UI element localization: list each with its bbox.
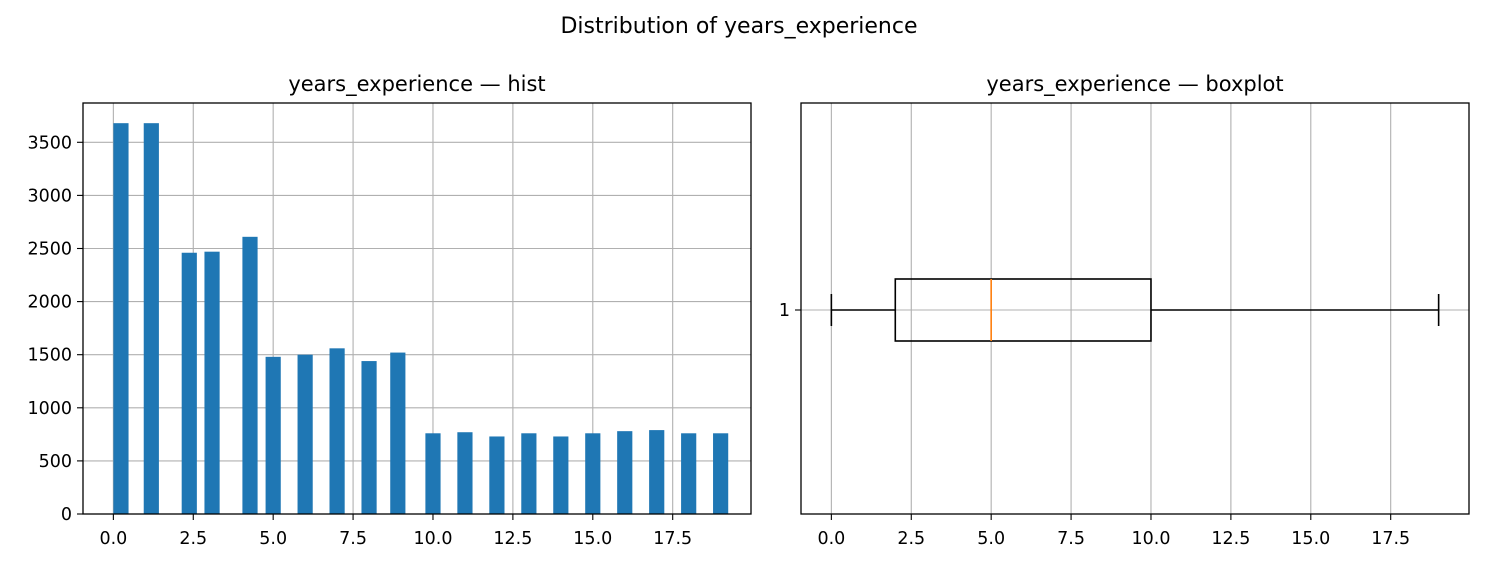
histogram-bar xyxy=(585,433,601,514)
histogram-bar xyxy=(489,436,505,514)
histogram-bar xyxy=(361,361,377,514)
histogram-y-tick-label: 3000 xyxy=(27,186,72,206)
boxplot-axes: 0.0 2.5 5.0 7.5 10.0 12.5 15.0 17.5 1 years_exp… xyxy=(779,72,1470,549)
histogram-title: years_experience — hist xyxy=(288,72,545,97)
histogram-x-tick-label: 5.0 xyxy=(259,529,287,549)
histogram-x-ticks: 0.0 2.5 5.0 7.5 10.0 12.5 15.0 17.5 xyxy=(99,514,692,549)
boxplot-x-tick-label: 17.5 xyxy=(1371,529,1410,549)
boxplot-x-tick-label: 15.0 xyxy=(1291,529,1330,549)
boxplot-frame xyxy=(800,102,1470,515)
histogram-bar xyxy=(242,236,258,514)
boxplot-y-ticks: 1 xyxy=(779,301,801,321)
boxplot-x-tick-label: 12.5 xyxy=(1211,529,1250,549)
boxplot-grid xyxy=(801,103,1469,514)
histogram-bar xyxy=(681,433,697,514)
histogram-x-tick-label: 10.0 xyxy=(413,529,452,549)
histogram-axes: 0.0 2.5 5.0 7.5 10.0 12.5 15.0 17.5 0 500 1000 150… xyxy=(27,72,752,549)
boxplot-x-tick-label: 7.5 xyxy=(1057,529,1085,549)
histogram-bar xyxy=(329,348,345,514)
boxplot-x-tick-label: 10.0 xyxy=(1131,529,1170,549)
histogram-bar xyxy=(521,433,537,514)
histogram-bar xyxy=(553,436,569,514)
histogram-x-tick-label: 12.5 xyxy=(493,529,532,549)
histogram-x-tick-label: 0.0 xyxy=(99,529,127,549)
histogram-x-tick-label: 2.5 xyxy=(179,529,207,549)
histogram-y-tick-label: 500 xyxy=(39,452,72,472)
figure-suptitle: Distribution of years_experience xyxy=(560,14,917,39)
boxplot-x-ticks: 0.0 2.5 5.0 7.5 10.0 12.5 15.0 17.5 xyxy=(817,514,1410,549)
histogram-y-tick-label: 0 xyxy=(61,505,72,525)
boxplot-x-tick-label: 2.5 xyxy=(897,529,925,549)
boxplot-box xyxy=(894,278,1152,342)
boxplot-title: years_experience — boxplot xyxy=(986,72,1283,97)
histogram-bar xyxy=(297,354,313,514)
histogram-y-tick-label: 1500 xyxy=(27,346,72,366)
histogram-x-tick-label: 15.0 xyxy=(573,529,612,549)
histogram-y-tick-label: 2500 xyxy=(27,239,72,259)
histogram-y-ticks: 0 500 1000 1500 2000 2500 3000 3500 xyxy=(27,133,83,525)
boxplot-x-tick-label: 5.0 xyxy=(977,529,1005,549)
histogram-bar xyxy=(617,431,633,514)
histogram-bar xyxy=(649,430,665,514)
histogram-bar xyxy=(265,356,281,514)
boxplot-x-tick-label: 0.0 xyxy=(817,529,845,549)
histogram-bar xyxy=(713,433,729,514)
histogram-bar xyxy=(204,251,220,514)
histogram-bar xyxy=(143,123,159,515)
histogram-x-tick-label: 7.5 xyxy=(339,529,367,549)
histogram-bar xyxy=(425,433,441,514)
histogram-y-tick-label: 3500 xyxy=(27,133,72,153)
histogram-x-tick-label: 17.5 xyxy=(653,529,692,549)
histogram-y-tick-label: 1000 xyxy=(27,399,72,419)
boxplot-marks xyxy=(830,278,1440,342)
histogram-bar xyxy=(181,252,197,514)
histogram-bar xyxy=(113,123,129,515)
histogram-y-tick-label: 2000 xyxy=(27,293,72,313)
histogram-frame xyxy=(82,102,752,515)
histogram-bar xyxy=(457,432,473,514)
boxplot-y-tick-label: 1 xyxy=(779,301,790,321)
histogram-bar xyxy=(390,352,406,514)
histogram-bars xyxy=(113,123,729,515)
